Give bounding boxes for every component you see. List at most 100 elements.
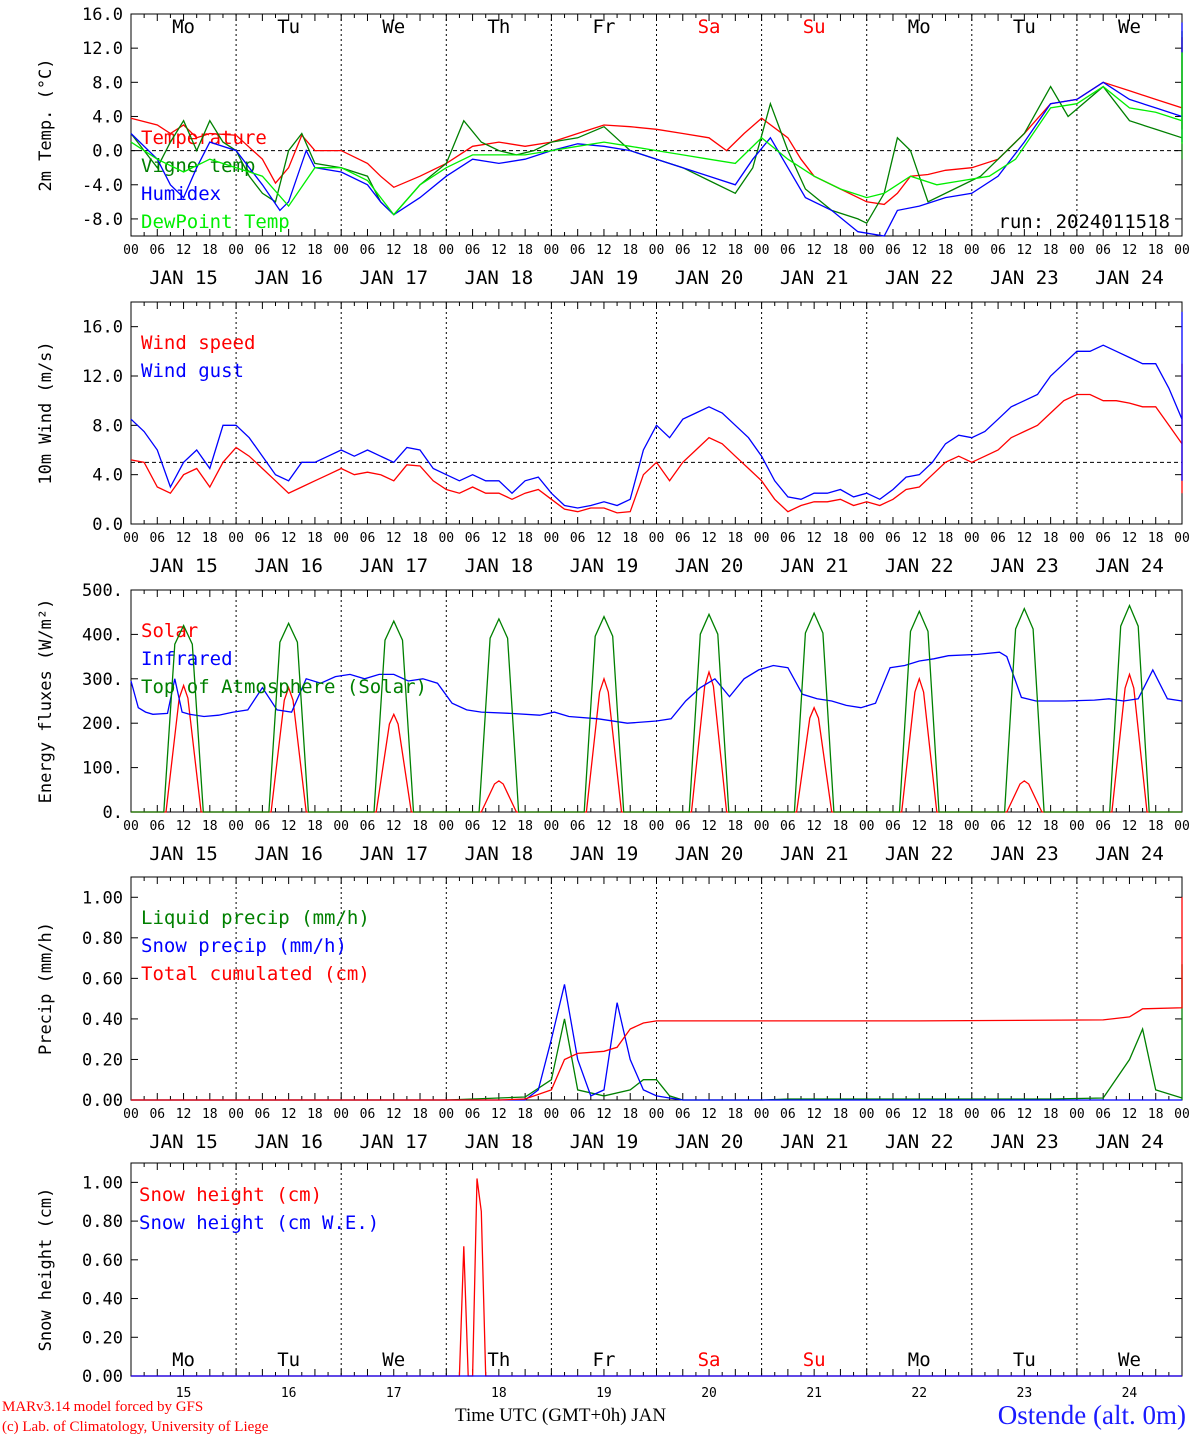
weekday-label: Mo xyxy=(172,1349,195,1371)
hour-tick-label: 00 xyxy=(649,243,665,258)
hour-tick-label: 06 xyxy=(465,819,481,834)
y-tick-label: 12.0 xyxy=(82,39,123,59)
hour-tick-label: 12 xyxy=(1017,531,1033,546)
day-label: JAN 22 xyxy=(885,267,954,289)
hour-tick-label: 12 xyxy=(1017,819,1033,834)
weekday-label: Su xyxy=(803,1349,826,1371)
hour-tick-label: 12 xyxy=(701,819,717,834)
hour-tick-label: 12 xyxy=(911,243,927,258)
y-tick-label: 12.0 xyxy=(82,367,123,387)
day-label: JAN 19 xyxy=(570,555,639,577)
hour-tick-label: 00 xyxy=(438,819,454,834)
hour-tick-label: 12 xyxy=(1122,819,1138,834)
weekday-label: Tu xyxy=(1013,16,1036,38)
hour-tick-label: 12 xyxy=(386,243,402,258)
hour-tick-label: 12 xyxy=(281,819,297,834)
day-label: JAN 15 xyxy=(149,843,218,865)
hour-tick-label: 12 xyxy=(491,243,507,258)
hour-tick-label: 18 xyxy=(1043,1107,1059,1122)
hour-tick-label: 00 xyxy=(1069,1107,1085,1122)
hour-tick-label: 18 xyxy=(622,531,638,546)
hour-tick-label: 06 xyxy=(1095,819,1111,834)
hour-tick-label: 00 xyxy=(333,819,349,834)
hour-tick-label: 06 xyxy=(570,243,586,258)
hour-tick-label: 06 xyxy=(255,531,271,546)
hour-tick-label: 18 xyxy=(938,819,954,834)
hour-tick-label: 06 xyxy=(360,1107,376,1122)
weekday-label: We xyxy=(382,1349,405,1371)
hour-tick-label: 12 xyxy=(281,531,297,546)
hour-tick-label: 00 xyxy=(123,243,139,258)
hour-tick-label: 18 xyxy=(412,243,428,258)
hour-tick-label: 18 xyxy=(412,1107,428,1122)
hour-tick-label: 12 xyxy=(596,819,612,834)
hour-tick-label: 12 xyxy=(1017,243,1033,258)
hour-tick-label: 18 xyxy=(938,531,954,546)
hour-tick-label: 18 xyxy=(202,1107,218,1122)
hour-tick-label: 06 xyxy=(149,531,165,546)
hour-tick-label: 18 xyxy=(517,531,533,546)
hour-tick-label: 18 xyxy=(833,819,849,834)
day-label: JAN 24 xyxy=(1095,267,1164,289)
series-line-total-cumulated-cm- xyxy=(131,897,1183,1101)
hour-tick-label: 12 xyxy=(911,819,927,834)
credit-caption: (c) Lab. of Climatology, University of L… xyxy=(2,1419,269,1435)
y-tick-label: 0.0 xyxy=(92,515,123,535)
legend-entry: Snow height (cm W.E.) xyxy=(139,1212,379,1234)
hour-tick-label: 12 xyxy=(1017,1107,1033,1122)
hour-tick-label: 06 xyxy=(255,819,271,834)
day-label: JAN 18 xyxy=(465,843,534,865)
hour-tick-label: 12 xyxy=(386,819,402,834)
hour-tick-label: 00 xyxy=(123,531,139,546)
hour-tick-label: 06 xyxy=(149,819,165,834)
y-tick-label: 0.40 xyxy=(82,1010,123,1030)
hour-tick-label: 12 xyxy=(281,1107,297,1122)
hour-tick-label: 12 xyxy=(281,243,297,258)
y-tick-label: 8.0 xyxy=(92,73,123,93)
hour-tick-label: 00 xyxy=(123,819,139,834)
hour-tick-label: 00 xyxy=(333,1107,349,1122)
hour-tick-label: 00 xyxy=(649,819,665,834)
y-tick-label: 0.80 xyxy=(82,1212,123,1232)
hour-tick-label: 18 xyxy=(1043,531,1059,546)
day-label: JAN 23 xyxy=(990,843,1059,865)
hour-tick-label: 06 xyxy=(885,819,901,834)
y-tick-label: 0.00 xyxy=(82,1367,123,1387)
hour-tick-label: 00 xyxy=(544,531,560,546)
y-tick-label: 0.20 xyxy=(82,1328,123,1348)
day-label: JAN 17 xyxy=(359,1131,428,1153)
y-tick-label: 0.0 xyxy=(92,142,123,162)
hour-tick-label: 18 xyxy=(307,819,323,834)
day-label: JAN 21 xyxy=(780,843,849,865)
y-tick-label: 0.60 xyxy=(82,1251,123,1271)
hour-tick-label: 00 xyxy=(754,819,770,834)
hour-tick-label: 12 xyxy=(491,531,507,546)
hour-tick-label: 18 xyxy=(833,531,849,546)
legend-entry: Top of Atmosphere (Solar) xyxy=(141,676,427,698)
hour-tick-label: 06 xyxy=(465,1107,481,1122)
hour-tick-label: 00 xyxy=(1174,531,1190,546)
series-line-dewpoint-temp xyxy=(130,52,1183,216)
hour-tick-label: 00 xyxy=(859,819,875,834)
day-number-label: 19 xyxy=(596,1386,612,1401)
weekday-label: Sa xyxy=(698,1349,721,1371)
day-label: JAN 23 xyxy=(990,267,1059,289)
hour-tick-label: 06 xyxy=(675,1107,691,1122)
y-tick-label: 400. xyxy=(82,625,123,645)
y-tick-label: 300. xyxy=(82,670,123,690)
hour-tick-label: 12 xyxy=(596,243,612,258)
y-tick-label: 16.0 xyxy=(82,318,123,338)
day-number-label: 24 xyxy=(1122,1386,1138,1401)
hour-tick-label: 00 xyxy=(333,531,349,546)
day-number-label: 15 xyxy=(176,1386,192,1401)
hour-tick-label: 00 xyxy=(1069,819,1085,834)
hour-tick-label: 06 xyxy=(1095,1107,1111,1122)
hour-tick-label: 18 xyxy=(727,531,743,546)
hour-tick-label: 06 xyxy=(360,819,376,834)
day-label: JAN 22 xyxy=(885,555,954,577)
legend-entry: Humidex xyxy=(141,183,221,205)
day-label: JAN 18 xyxy=(465,1131,534,1153)
hour-tick-label: 18 xyxy=(622,1107,638,1122)
weekday-label: Mo xyxy=(908,16,931,38)
